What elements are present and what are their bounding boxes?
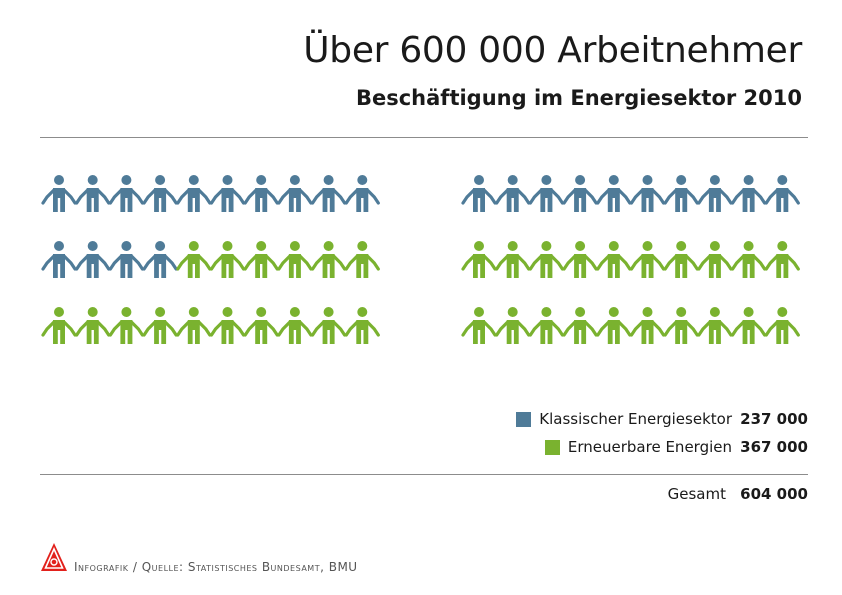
person-icon-blue-g1-r1-c2 [75, 175, 111, 212]
person-icon-blue-g2-r1-c9 [731, 175, 767, 212]
legend: Klassischer Energiesektor 237 000 Erneue… [516, 405, 808, 461]
person-icon-green-g2-r3-c6 [629, 307, 666, 344]
person-icon-green-g2-r2-c1 [461, 241, 497, 278]
person-icon-green-g2-r3-c9 [731, 307, 767, 344]
person-icon-blue-g2-r1-c3 [528, 175, 564, 212]
person-icon-green-g1-r2-c6 [209, 241, 246, 278]
person-icon-blue-g1-r2-c1 [41, 241, 77, 278]
person-icon-green-g1-r3-c4 [142, 307, 178, 344]
person-icon-green-g1-r3-c7 [243, 307, 279, 344]
person-icon-green-g2-r2-c2 [495, 241, 531, 278]
legend-swatch-erneuerbar [544, 439, 560, 455]
person-icon-green-g2-r2-c8 [697, 241, 733, 278]
person-icon-blue-g2-r1-c5 [596, 175, 632, 212]
chart-title: Über 600 000 Arbeitnehmer [303, 30, 802, 71]
person-icon-green-g1-r2-c7 [243, 241, 279, 278]
bottom-divider [40, 474, 808, 475]
person-icon-green-g1-r3-c3 [108, 307, 144, 344]
person-icon-blue-g2-r1-c2 [495, 175, 531, 212]
person-icon-green-g1-r2-c10 [344, 241, 380, 278]
legend-item-klassisch: Klassischer Energiesektor 237 000 [516, 405, 808, 433]
person-icon-green-g2-r3-c5 [596, 307, 632, 344]
person-icon-green-g1-r3-c5 [176, 307, 212, 344]
person-icon-blue-g1-r1-c3 [108, 175, 144, 212]
person-icon-blue-g1-r1-c7 [243, 175, 279, 212]
source-note: Infografik / Quelle: Statistisches Bunde… [74, 560, 358, 574]
person-icon-blue-g1-r2-c3 [108, 241, 144, 278]
person-icon-blue-g1-r1-c5 [176, 175, 212, 212]
person-icon-green-g1-r2-c9 [311, 241, 347, 278]
person-icon-green-g2-r3-c1 [461, 307, 497, 344]
person-icon-blue-g2-r1-c4 [562, 175, 598, 212]
person-icon-blue-g2-r1-c10 [764, 175, 800, 212]
legend-item-erneuerbar: Erneuerbare Energien 367 000 [516, 433, 808, 461]
person-icon-blue-g2-r1-c1 [461, 175, 497, 212]
person-icon-blue-g1-r2-c4 [142, 241, 178, 278]
total-label: Gesamt [667, 485, 726, 503]
person-icon-green-g2-r2-c4 [562, 241, 598, 278]
person-icon-blue-g1-r1-c1 [41, 175, 77, 212]
person-icon-green-g2-r2-c9 [731, 241, 767, 278]
person-icon-green-g2-r3-c7 [663, 307, 699, 344]
legend-label-erneuerbar: Erneuerbare Energien [567, 438, 732, 456]
person-icon-blue-g2-r1-c8 [697, 175, 733, 212]
person-icon-green-g1-r3-c1 [41, 307, 77, 344]
person-icon-blue-g1-r1-c6 [209, 175, 246, 212]
person-icon-green-g1-r3-c2 [75, 307, 111, 344]
person-icon-blue-g1-r1-c10 [344, 175, 380, 212]
legend-value-klassisch: 237 000 [740, 410, 808, 428]
person-icon-green-g1-r2-c8 [277, 241, 313, 278]
legend-label-klassisch: Klassischer Energiesektor [539, 410, 732, 428]
person-icon-blue-g1-r1-c4 [142, 175, 178, 212]
person-icon-blue-g1-r2-c2 [75, 241, 111, 278]
person-icon-green-g2-r3-c3 [528, 307, 564, 344]
person-icon-green-g2-r2-c3 [528, 241, 564, 278]
person-icon-blue-g2-r1-c6 [629, 175, 666, 212]
igmetall-logo-icon [41, 543, 67, 571]
person-icon-green-g2-r2-c10 [764, 241, 800, 278]
person-icon-green-g1-r3-c9 [311, 307, 347, 344]
person-icon-green-g1-r3-c8 [277, 307, 313, 344]
person-icon-green-g2-r2-c7 [663, 241, 699, 278]
person-icon-green-g2-r2-c5 [596, 241, 632, 278]
person-icon-green-g2-r3-c4 [562, 307, 598, 344]
top-divider [40, 137, 808, 138]
person-icon-green-g2-r3-c10 [764, 307, 800, 344]
chart-subtitle: Beschäftigung im Energiesektor 2010 [355, 86, 802, 110]
footer: Infografik / Quelle: Statistisches Bunde… [40, 542, 358, 574]
total-row: Gesamt 604 000 [668, 485, 808, 503]
person-icon-blue-g1-r1-c8 [277, 175, 313, 212]
person-icon-green-g1-r3-c6 [209, 307, 246, 344]
person-icon-blue-g2-r1-c7 [663, 175, 699, 212]
person-icon-green-g2-r3-c8 [697, 307, 733, 344]
person-icon-green-g2-r3-c2 [495, 307, 531, 344]
total-value: 604 000 [740, 485, 808, 503]
person-icon-green-g1-r2-c5 [176, 241, 212, 278]
person-icon-green-g2-r2-c6 [629, 241, 666, 278]
person-icon-green-g1-r3-c10 [344, 307, 380, 344]
person-icon-blue-g1-r1-c9 [311, 175, 347, 212]
legend-swatch-klassisch [516, 411, 532, 427]
legend-value-erneuerbar: 367 000 [740, 438, 808, 456]
